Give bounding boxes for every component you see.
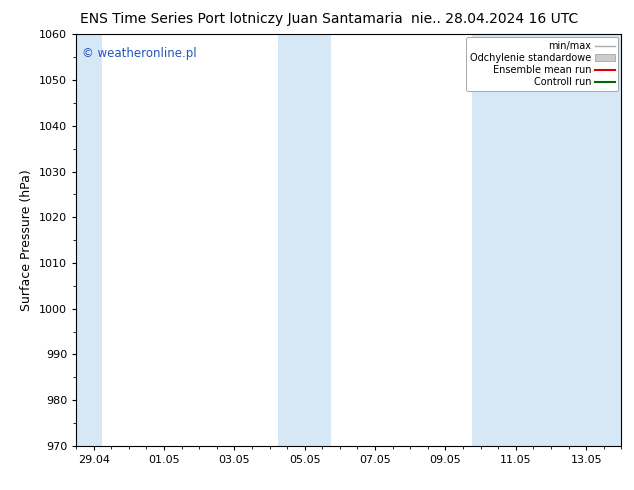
Legend: min/max, Odchylenie standardowe, Ensemble mean run, Controll run: min/max, Odchylenie standardowe, Ensembl… (466, 37, 618, 91)
Y-axis label: Surface Pressure (hPa): Surface Pressure (hPa) (20, 169, 34, 311)
Bar (507, 34, 621, 446)
Bar (472, 34, 507, 446)
Text: nie.. 28.04.2024 16 UTC: nie.. 28.04.2024 16 UTC (411, 12, 578, 26)
Bar (314, 34, 331, 446)
Bar (76, 34, 103, 446)
Text: ENS Time Series Port lotniczy Juan Santamaria: ENS Time Series Port lotniczy Juan Santa… (79, 12, 403, 26)
Bar (278, 34, 314, 446)
Text: © weatheronline.pl: © weatheronline.pl (82, 47, 196, 60)
